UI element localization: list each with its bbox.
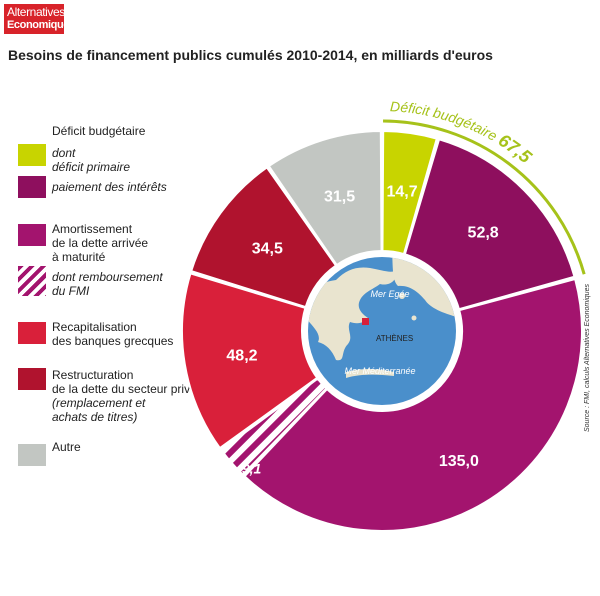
legend-swatch-restructuration (18, 368, 46, 390)
donut-slice (189, 166, 338, 309)
map-land-greece (308, 267, 397, 361)
logo-line1: Alternatives (7, 5, 65, 19)
legend-text: achats de titres) (52, 410, 138, 424)
legend-text: (remplacement et (52, 396, 146, 410)
deficit-bracket-arc (383, 119, 586, 275)
legend-heading: Déficit budgétaire (52, 124, 146, 138)
map-label-city: ATHÈNES (376, 334, 413, 343)
slice-value-label: 135,0 (439, 453, 479, 470)
legend-swatch-recapitalisation (18, 322, 46, 344)
slice-value-label: 14,7 (386, 183, 417, 200)
athens-marker (362, 318, 369, 325)
logo-line2: Economiques (7, 19, 75, 31)
legend-label-fmi: dont remboursement du FMI (52, 270, 163, 298)
legend-text: Autre (52, 440, 81, 454)
legend-text: de la dette arrivée (52, 236, 149, 250)
legend-label-recapitalisation: Recapitalisation des banques grecques (52, 320, 173, 348)
legend-text: déficit primaire (52, 160, 131, 174)
brand-logo: Alternatives Economiques (4, 4, 75, 34)
legend-text: du FMI (52, 284, 90, 298)
legend-text: dont (52, 146, 76, 160)
legend-text: Amortissement (52, 222, 133, 236)
legend-swatch-autre (18, 444, 46, 466)
slice-value-label: 52,8 (468, 224, 499, 241)
donut-slice (403, 138, 576, 311)
legend-label-interets: paiement des intérêts (52, 180, 167, 194)
slice-value-label: 9,1 (242, 461, 262, 477)
legend-text: Recapitalisation (52, 320, 137, 334)
map-land-crete (346, 369, 394, 378)
slice-value-label: 31,5 (324, 189, 355, 206)
legend-swatch-interets (18, 176, 46, 198)
map-label-sea1: Mer Egée (370, 289, 409, 299)
map-label-sea2: Mer Méditerranée (344, 366, 415, 376)
chart-title: Besoins de financement publics cumulés 2… (8, 47, 493, 63)
legend-label-restructuration: Restructuration de la dette du secteur p… (52, 368, 197, 396)
legend-label-deficit-primaire: dont déficit primaire (52, 146, 130, 174)
legend-text: paiement des intérêts (52, 180, 167, 194)
slice-value-label: 48,2 (226, 348, 257, 365)
legend-text: de la dette du secteur privé (52, 382, 197, 396)
map-island (411, 315, 417, 321)
legend-swatch-amortissement (18, 224, 46, 246)
slice-value-label: 34,5 (252, 240, 283, 257)
legend-text: dont remboursement (52, 270, 163, 284)
legend-text: Restructuration (52, 368, 134, 382)
legend-text: à maturité (52, 250, 106, 264)
donut-slice (267, 129, 383, 267)
donut-slice (181, 272, 319, 450)
donut-slice (381, 129, 439, 256)
donut-slice (243, 277, 583, 532)
legend-swatch-fmi (18, 266, 46, 296)
legend-swatch-deficit-primaire (18, 144, 46, 166)
legend-label-restructuration-note: (remplacement et achats de titres) (52, 396, 145, 424)
legend-label-amortissement: Amortissement de la dette arrivée à matu… (52, 222, 148, 264)
legend-text: des banques grecques (52, 334, 174, 348)
map-island (399, 293, 405, 299)
legend-label-autre: Autre (52, 440, 81, 454)
